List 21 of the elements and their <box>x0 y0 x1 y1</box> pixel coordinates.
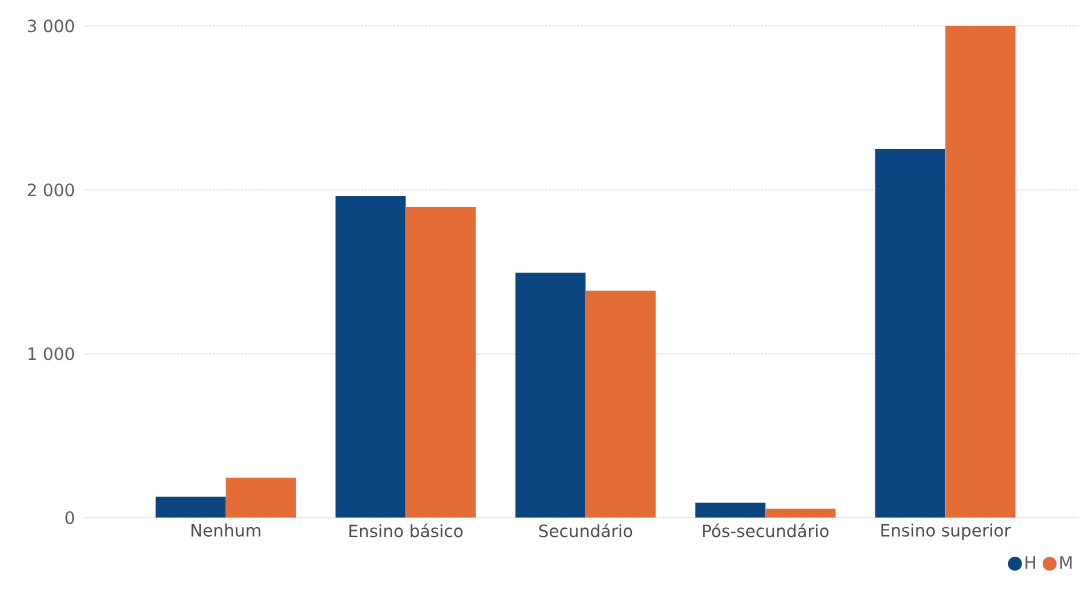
legend-label: M <box>1060 556 1072 569</box>
bar <box>585 291 656 518</box>
legend-label: H <box>1025 556 1035 569</box>
y-tick-label: 2 000 <box>27 183 74 197</box>
bar <box>335 196 406 518</box>
y-tick-label: 0 <box>65 511 74 525</box>
y-tick-label: 1 000 <box>28 347 74 361</box>
x-tick-label: Ensino básico <box>349 523 463 538</box>
x-tick-label: Ensino superior <box>881 523 1011 541</box>
bar <box>515 272 586 518</box>
bar <box>225 477 296 518</box>
bar <box>875 149 946 518</box>
bar <box>765 508 836 518</box>
bar <box>695 502 766 518</box>
x-tick-label: Nenhum <box>191 523 261 537</box>
x-tick-label: Pós-secundário <box>703 523 829 538</box>
bar <box>155 496 226 518</box>
bar <box>945 26 1016 518</box>
x-tick-label: Secundário <box>539 523 633 538</box>
y-tick-label: 3 000 <box>27 19 74 33</box>
bar <box>405 207 476 518</box>
